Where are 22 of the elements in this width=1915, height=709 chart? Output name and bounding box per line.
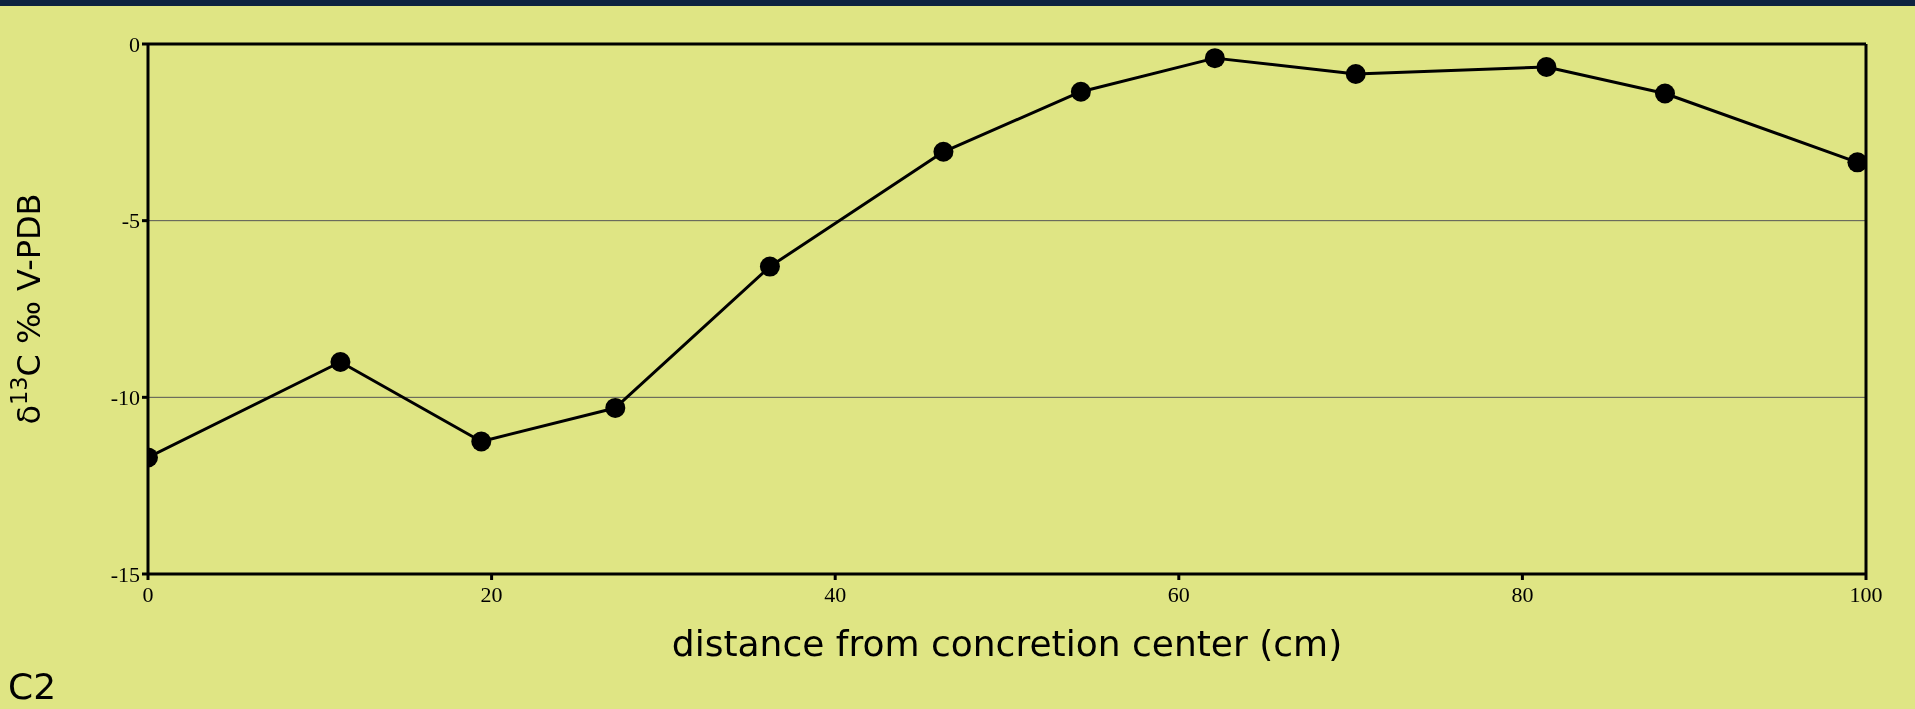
- x-tick-label: 60: [1167, 581, 1190, 607]
- y-tick-label: 0: [129, 31, 140, 57]
- point: [471, 431, 492, 452]
- point: [1345, 64, 1366, 85]
- text: C2: [8, 666, 57, 707]
- y-tick-label: -10: [110, 385, 140, 411]
- y-tick-label: -15: [110, 561, 140, 587]
- x-tick-label: 100: [1849, 581, 1883, 607]
- point: [605, 397, 626, 418]
- x-tick-label: 40: [824, 581, 847, 607]
- y-tick-label: -5: [121, 208, 140, 234]
- x-tick-label: 80: [1511, 581, 1534, 607]
- x-axis-title: distance from concretion center (cm): [671, 623, 1343, 664]
- point: [933, 141, 954, 162]
- point: [1204, 48, 1225, 69]
- point: [1070, 81, 1091, 102]
- point: [1847, 152, 1866, 173]
- x-tick-label: 20: [480, 581, 503, 607]
- point: [759, 256, 780, 277]
- point: [1654, 83, 1675, 104]
- point: [1536, 56, 1557, 77]
- point: [330, 352, 351, 372]
